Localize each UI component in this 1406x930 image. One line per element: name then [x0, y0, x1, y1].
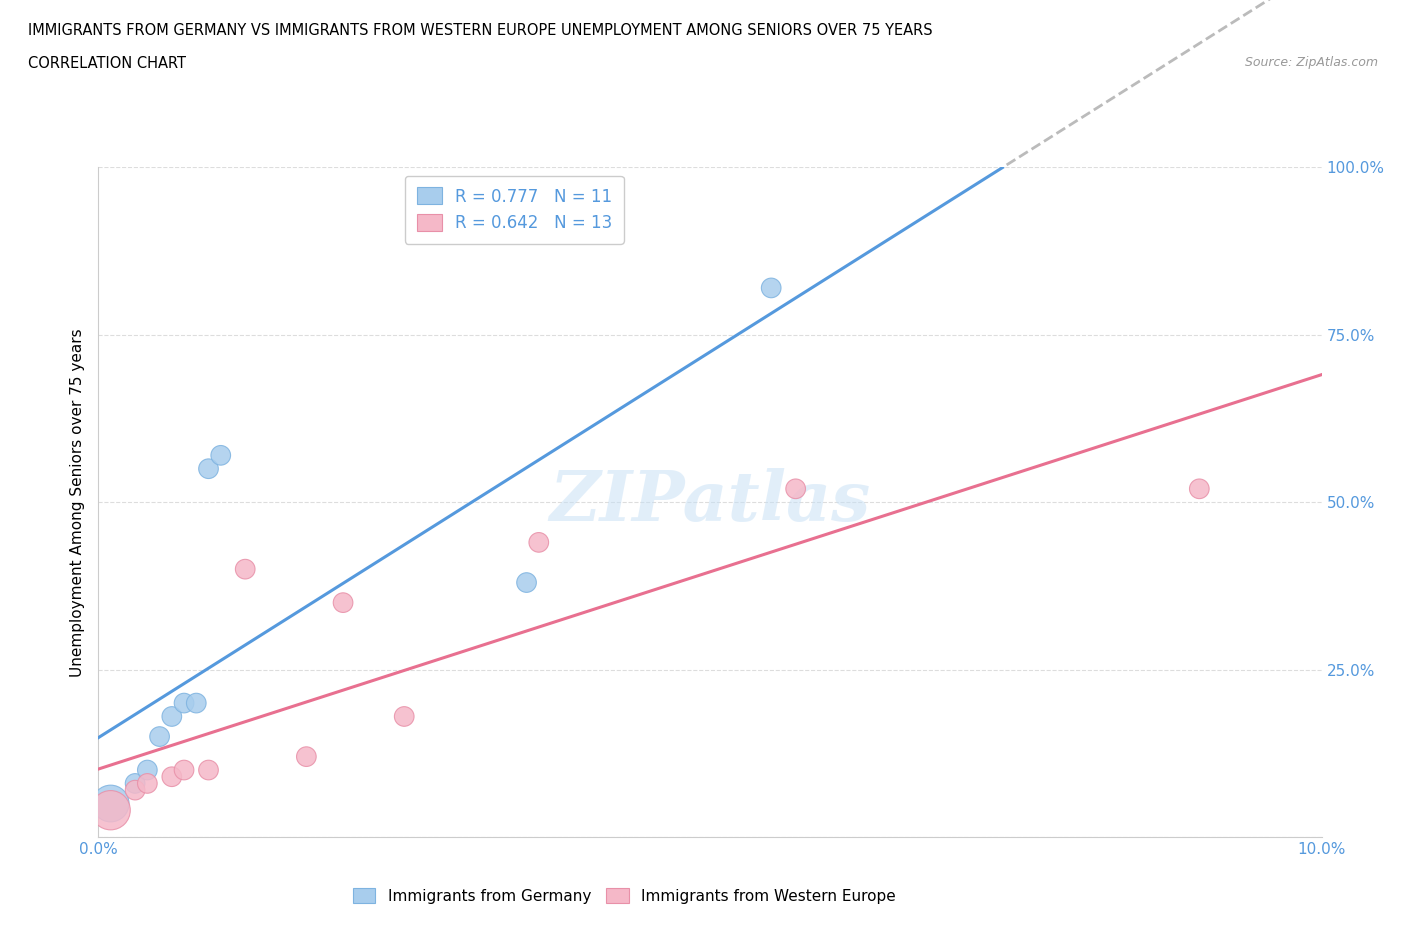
Point — [527, 535, 550, 550]
Point — [173, 696, 195, 711]
Point — [197, 461, 219, 476]
Point — [100, 796, 122, 811]
Text: ZIPatlas: ZIPatlas — [550, 469, 870, 536]
Text: Source: ZipAtlas.com: Source: ZipAtlas.com — [1244, 56, 1378, 69]
Point — [785, 482, 807, 497]
Point — [392, 709, 416, 724]
Text: IMMIGRANTS FROM GERMANY VS IMMIGRANTS FROM WESTERN EUROPE UNEMPLOYMENT AMONG SEN: IMMIGRANTS FROM GERMANY VS IMMIGRANTS FR… — [28, 23, 932, 38]
Text: CORRELATION CHART: CORRELATION CHART — [28, 56, 186, 71]
Point — [149, 729, 172, 744]
Point — [124, 776, 146, 790]
Point — [124, 783, 146, 798]
Point — [160, 709, 183, 724]
Point — [136, 776, 159, 790]
Point — [197, 763, 219, 777]
Point — [173, 763, 195, 777]
Point — [759, 281, 782, 296]
Point — [136, 763, 159, 777]
Legend: Immigrants from Germany, Immigrants from Western Europe: Immigrants from Germany, Immigrants from… — [346, 882, 903, 910]
Point — [100, 803, 122, 817]
Point — [160, 769, 183, 784]
Y-axis label: Unemployment Among Seniors over 75 years: Unemployment Among Seniors over 75 years — [69, 328, 84, 676]
Point — [186, 696, 208, 711]
Point — [332, 595, 354, 610]
Point — [295, 750, 318, 764]
Point — [233, 562, 256, 577]
Point — [209, 448, 232, 463]
Point — [1188, 482, 1211, 497]
Point — [516, 575, 538, 590]
